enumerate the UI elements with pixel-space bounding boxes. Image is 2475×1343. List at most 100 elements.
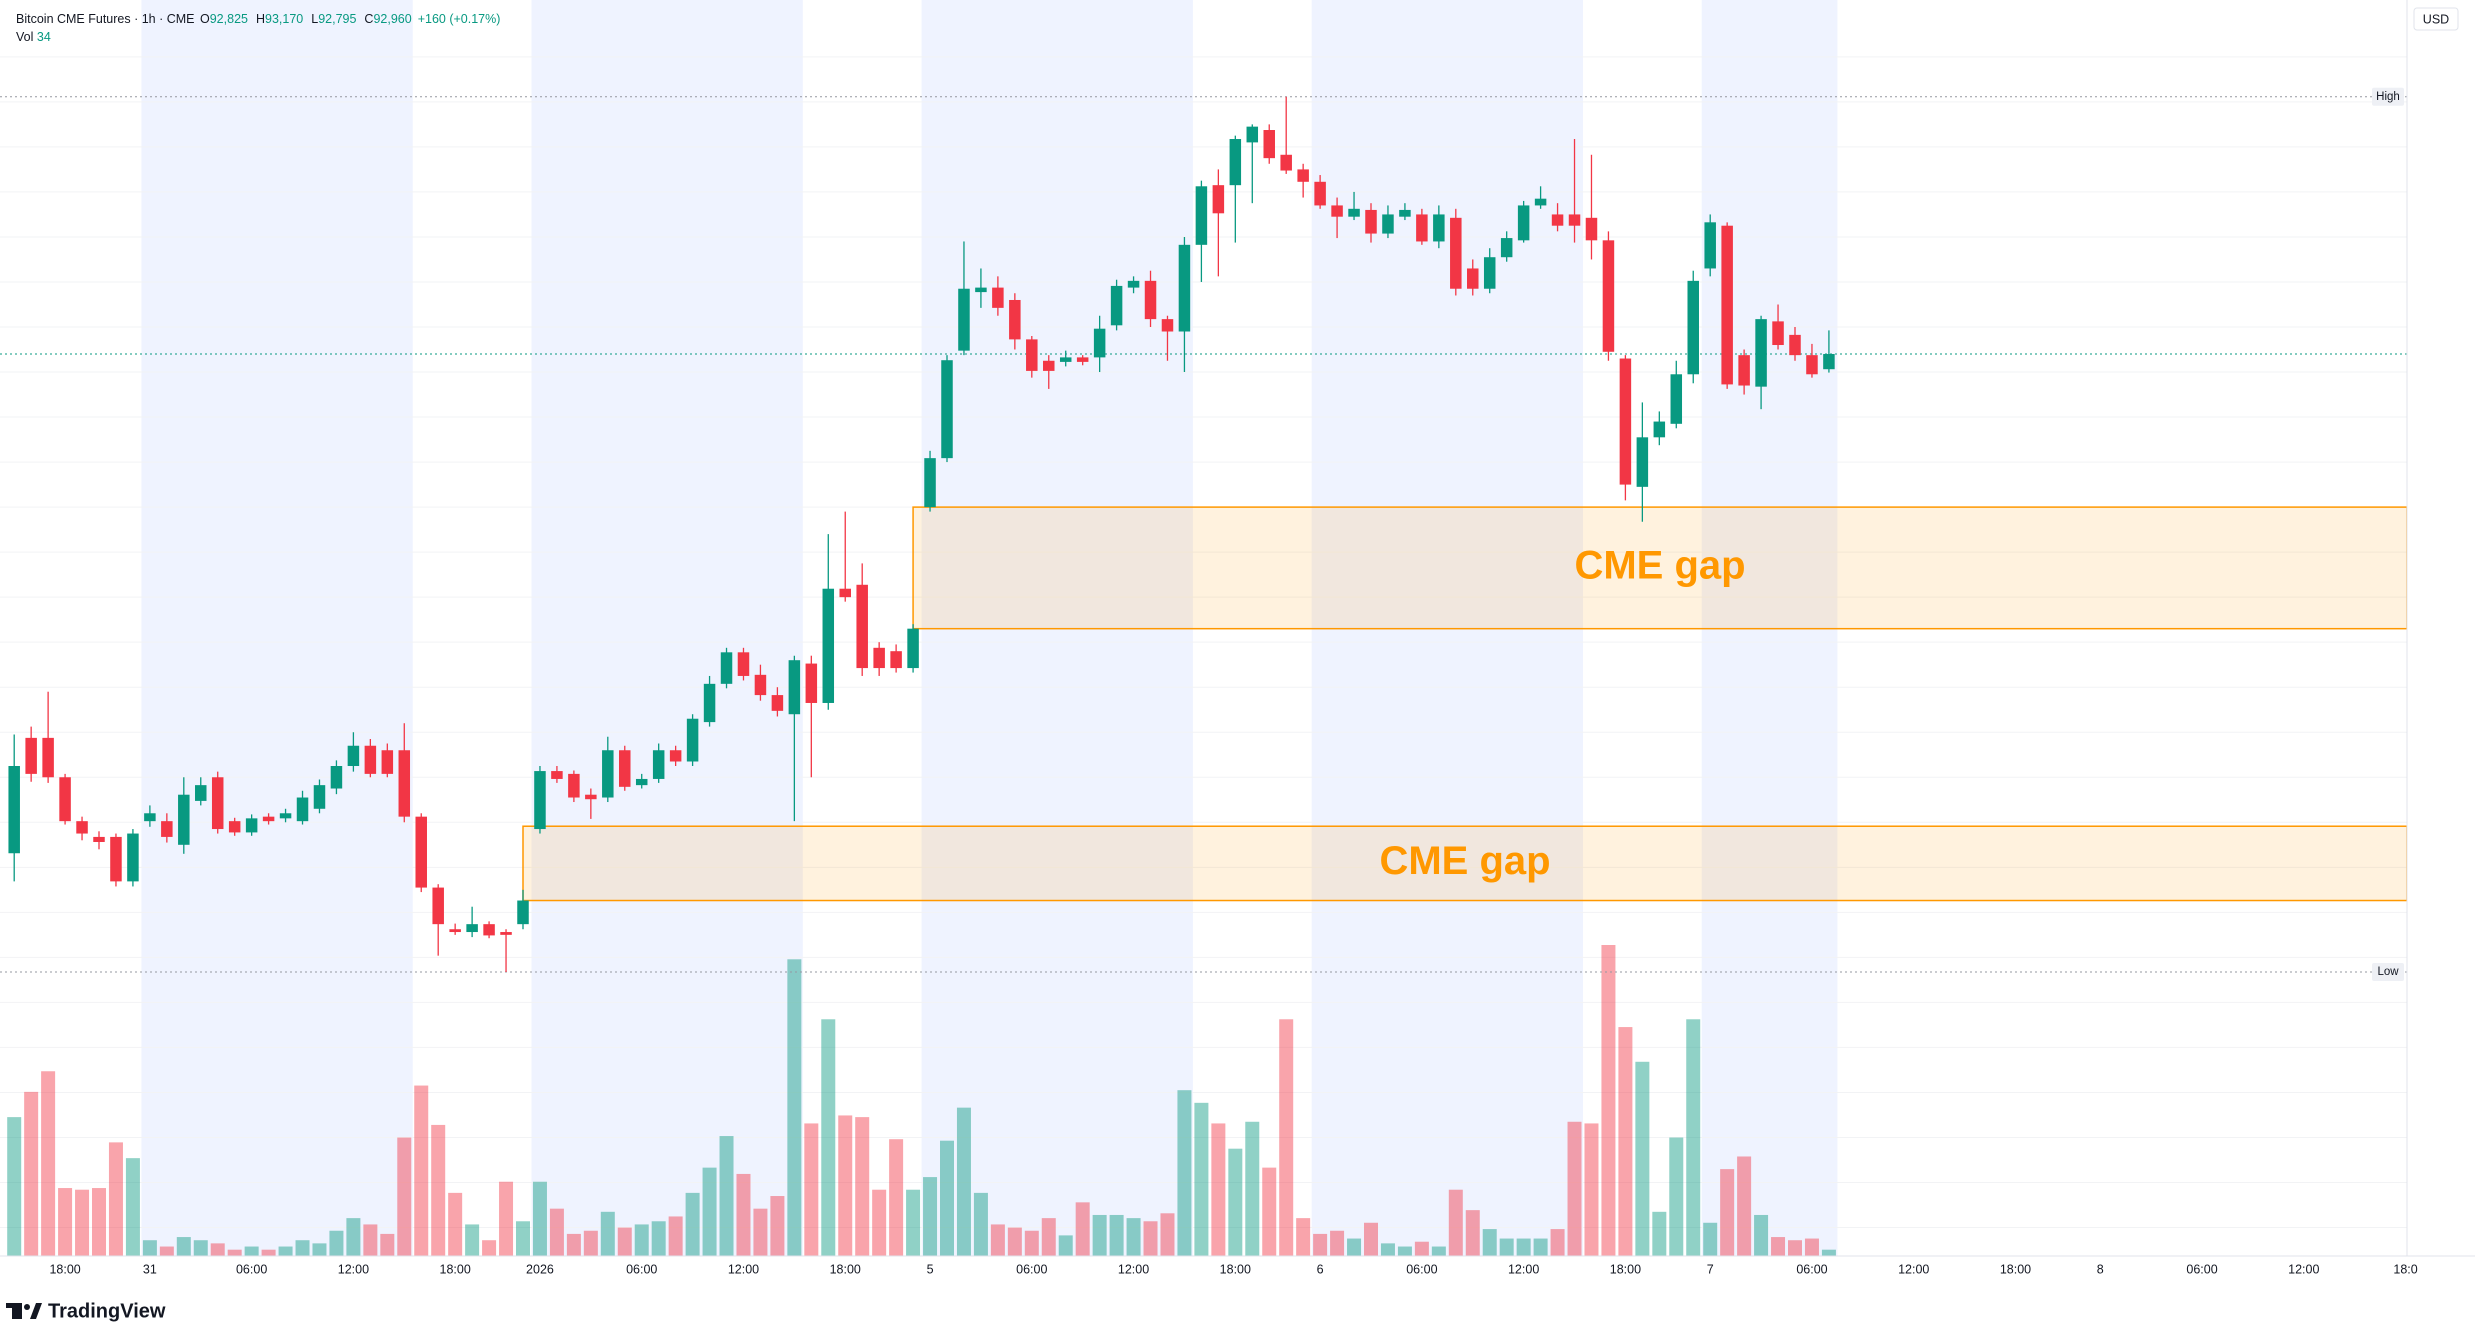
candle — [1297, 163, 1309, 198]
candle — [1043, 355, 1055, 389]
volume-bar — [92, 1188, 106, 1256]
volume-bar — [617, 1227, 632, 1256]
candle-body — [669, 750, 682, 762]
candle — [1059, 350, 1072, 367]
candle-body — [1144, 280, 1157, 320]
volume-bar — [108, 1142, 123, 1256]
volume-bar — [227, 1249, 242, 1256]
candle — [754, 664, 767, 701]
ohlc-key: H — [255, 12, 265, 26]
volume-bar — [210, 1243, 225, 1256]
marker-label-box — [2372, 962, 2404, 981]
marker-label: Low — [2377, 966, 2399, 978]
candle-body — [686, 718, 699, 762]
x-tick-label: 18:00 — [1220, 1262, 1251, 1276]
candle-body — [1026, 339, 1038, 371]
candle-body — [1755, 319, 1767, 387]
volume-bar — [1347, 1238, 1362, 1256]
candle — [1433, 205, 1445, 249]
candle-body — [1670, 374, 1683, 424]
currency-box[interactable] — [2413, 7, 2459, 31]
candle-body — [1348, 208, 1360, 217]
candle-body — [1619, 358, 1632, 485]
ohlc-value: 92,795 — [318, 12, 357, 26]
candle-body — [839, 588, 851, 598]
volume-bar — [668, 1216, 683, 1256]
volume-bar — [787, 959, 802, 1256]
volume-bar — [702, 1167, 717, 1256]
candle-body — [432, 887, 444, 925]
candle — [1704, 214, 1716, 277]
candle-body — [958, 288, 970, 351]
candle — [161, 813, 173, 843]
candle-body — [1636, 437, 1649, 487]
candle-body — [1568, 214, 1581, 226]
volume-bar — [159, 1246, 174, 1256]
volume-bar — [41, 1071, 56, 1256]
volume-legend: Vol 34 — [16, 28, 506, 46]
volume-bar — [1126, 1218, 1141, 1256]
volume-bar — [1550, 1229, 1565, 1256]
volume-bar — [600, 1211, 615, 1256]
volume-bar — [1058, 1235, 1073, 1256]
candle — [432, 884, 444, 956]
candle-body — [1059, 357, 1072, 362]
x-tick-label: 06:00 — [2186, 1262, 2217, 1276]
x-tick-label: 12:00 — [1118, 1262, 1149, 1276]
candle — [1823, 330, 1835, 373]
change: +160 (+0.17%) — [417, 12, 501, 26]
candle-body — [228, 821, 241, 833]
candle — [279, 808, 292, 823]
candle-body — [737, 652, 750, 676]
volume-bar — [1686, 1019, 1701, 1256]
volume-bar — [1075, 1202, 1090, 1256]
volume-bar — [821, 1019, 836, 1256]
logo[interactable]: TradingView — [6, 1300, 166, 1322]
candle-body — [856, 584, 868, 669]
x-tick-label: 6 — [1317, 1262, 1324, 1276]
volume-value: 34 — [36, 30, 51, 44]
candle — [1636, 402, 1649, 522]
candle-body — [517, 900, 529, 925]
volume-bar — [973, 1192, 988, 1256]
candle — [1399, 203, 1411, 221]
volume-bar — [583, 1230, 598, 1256]
candle — [1280, 96, 1292, 174]
candle — [873, 642, 885, 676]
candle-body — [1246, 126, 1259, 143]
candle-body — [1721, 225, 1733, 385]
candle — [1229, 135, 1242, 243]
candle-body — [720, 652, 733, 684]
x-tick-label: 12:00 — [1508, 1262, 1539, 1276]
candle — [8, 734, 20, 882]
candle-body — [144, 813, 156, 822]
candle-body — [93, 836, 105, 842]
candle — [1212, 169, 1225, 277]
volume-bar — [753, 1208, 768, 1256]
volume-bar — [24, 1091, 39, 1256]
volume-bar — [1737, 1156, 1752, 1256]
x-tick-label: 5 — [927, 1262, 934, 1276]
volume-bar — [1771, 1237, 1786, 1256]
candle — [856, 563, 868, 676]
candle-body — [1399, 209, 1411, 217]
volume-bar — [1516, 1238, 1531, 1256]
ohlc-key: O — [200, 12, 210, 26]
x-tick-label: 06:00 — [1016, 1262, 1047, 1276]
candle-body — [1585, 217, 1598, 241]
candle — [1450, 208, 1462, 296]
candle-body — [1806, 355, 1818, 375]
x-tick-label: 18:00 — [1610, 1262, 1641, 1276]
candle-body — [1517, 205, 1530, 241]
volume-bar — [1007, 1227, 1022, 1256]
candle — [1127, 276, 1140, 294]
candle-body — [347, 745, 360, 767]
candle-body — [195, 785, 207, 801]
candle-body — [415, 816, 427, 888]
candle-body — [551, 771, 563, 779]
candle — [1467, 259, 1479, 296]
candle — [1517, 200, 1530, 243]
candle — [686, 714, 699, 767]
candle-body — [1195, 186, 1208, 245]
